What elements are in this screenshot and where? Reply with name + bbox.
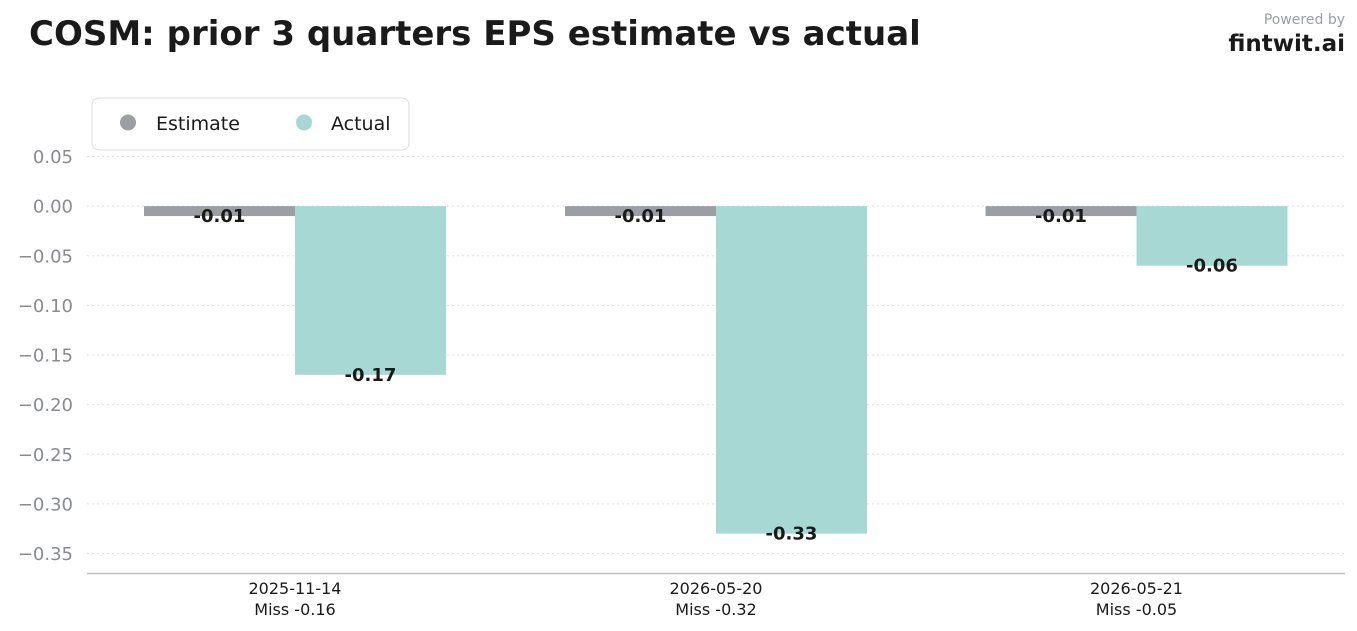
y-tick-label: −0.15 [18, 346, 73, 367]
y-tick-label: −0.05 [18, 246, 73, 267]
powered-by-label: Powered by [1263, 12, 1345, 28]
legend: Estimate Actual [91, 97, 410, 151]
actual-bar [1136, 206, 1288, 266]
actual-bar [295, 206, 446, 375]
legend-actual-marker [296, 114, 312, 131]
y-tick-label: −0.25 [18, 445, 73, 466]
bar-value-labels: -0.01 -0.17 -0.01 -0.33 -0.01 -0.06 [194, 206, 1238, 545]
y-tick-label: −0.35 [18, 544, 73, 565]
legend-box [91, 97, 410, 151]
estimate-bar [985, 206, 1137, 217]
x-axis-labels: 2025-11-14 Miss -0.16 2026-05-20 Miss -0.32… [249, 579, 1183, 619]
x-tick-miss-label: Miss -0.32 [675, 600, 756, 619]
x-tick-date-label: 2025-11-14 [249, 579, 342, 598]
x-tick-miss-label: Miss -0.16 [254, 600, 335, 619]
legend-estimate-label: Estimate [156, 113, 240, 135]
y-tick-label: −0.30 [18, 494, 73, 515]
x-tick-date-label: 2026-05-21 [1090, 579, 1183, 598]
actual-value-label: -0.06 [1186, 256, 1238, 277]
actual-value-label: -0.33 [766, 524, 818, 545]
estimate-bar [565, 206, 716, 217]
brand-logo-text[interactable]: fintwit.ai [1228, 31, 1345, 57]
x-tick-miss-label: Miss -0.05 [1096, 600, 1177, 619]
actual-bar [716, 206, 867, 534]
actual-value-label: -0.17 [345, 365, 397, 386]
legend-estimate-marker [120, 114, 136, 131]
y-tick-label: 0.05 [33, 147, 73, 168]
estimate-value-label: -0.01 [194, 206, 246, 227]
x-tick-date-label: 2026-05-20 [670, 579, 763, 598]
estimate-bar [144, 206, 295, 217]
y-tick-label: 0.00 [33, 197, 73, 218]
legend-actual-label: Actual [331, 113, 391, 135]
estimate-value-label: -0.01 [1035, 206, 1087, 227]
y-tick-label: −0.10 [18, 296, 73, 317]
y-tick-label: −0.20 [18, 395, 73, 416]
bars [144, 206, 1288, 534]
chart-title: COSM: prior 3 quarters EPS estimate vs a… [29, 14, 921, 54]
y-axis-ticks: 0.05 0.00 −0.05 −0.10 −0.15 −0.20 −0.25 −0.30 −0… [18, 147, 73, 565]
estimate-value-label: -0.01 [615, 206, 667, 227]
